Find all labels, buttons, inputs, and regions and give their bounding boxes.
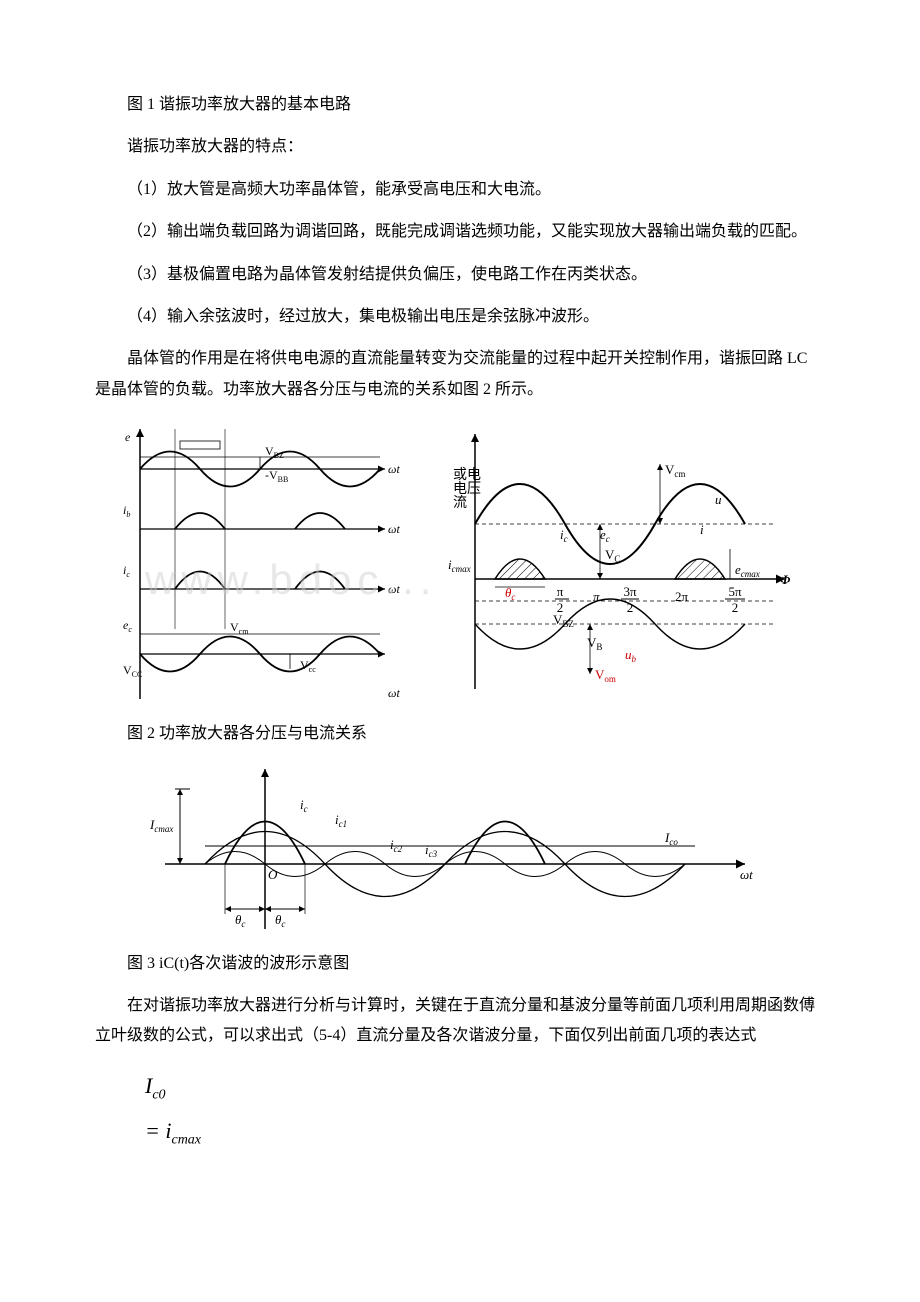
fig3-theta1s: c	[241, 919, 245, 929]
fig2r-ub-sub: b	[632, 654, 637, 664]
figure3-caption: 图 3 iC(t)各次谐波的波形示意图	[95, 949, 825, 979]
fig2r-5pi2: 5π	[728, 584, 742, 599]
svg-text:ib: ib	[123, 503, 130, 519]
svg-text:Vcm: Vcm	[665, 462, 685, 479]
figure2-caption: 图 2 功率放大器各分压与电流关系	[95, 719, 825, 749]
fig3-ic1-sub: c1	[339, 819, 348, 829]
fig2-ib-sub: b	[126, 510, 130, 519]
svg-text:ic: ic	[300, 797, 308, 814]
fig3-ico-sub: co	[669, 837, 678, 847]
watermark: www.bdoc...	[144, 556, 437, 603]
svg-text:θc: θc	[505, 585, 515, 602]
svg-text:θc: θc	[275, 912, 285, 929]
paragraph-transistor: 晶体管的作用是在将供电电源的直流能量转变为交流能量的过程中起开关控制作用，谐振回…	[95, 344, 825, 405]
paragraph-point3: （3）基极偏置电路为晶体管发射结提供负偏压，使电路工作在丙类状态。	[95, 260, 825, 290]
paragraph-point2: （2）输出端负载回路为调谐回路，既能完成调谐选频功能，又能实现放大器输出端负载的…	[95, 217, 825, 247]
fig2r-phi: Φ	[780, 572, 791, 587]
svg-text:VBZ: VBZ	[553, 612, 574, 629]
eq1-sub: c0	[152, 1087, 165, 1102]
svg-text:3π: 3π	[623, 584, 637, 599]
fig2-vcc2: V	[123, 663, 132, 677]
fig2-wt2: ωt	[388, 522, 400, 536]
fig2-wt4: ωt	[388, 686, 400, 700]
fig2r-vcm-sub: cm	[674, 469, 685, 479]
figure3-container: Icmax ic ic1 ic2 ic3 Ico	[135, 764, 825, 939]
svg-text:ec: ec	[123, 618, 132, 634]
equation-2: = icmax	[145, 1109, 825, 1154]
fig3-ic3-sub: c3	[429, 849, 438, 859]
fig2r-ecmax-sub: cmax	[741, 569, 760, 579]
svg-text:Ico: Ico	[664, 830, 678, 847]
svg-text:Vcm: Vcm	[230, 620, 249, 636]
svg-text:π: π	[557, 584, 564, 599]
figure2-container: e VBZ -VBB ωt ib ωt	[95, 419, 825, 709]
fig2r-2pi: 2π	[675, 589, 689, 604]
fig2r-icmax-sub: cmax	[452, 564, 471, 574]
fig2-ec-sub: c	[128, 625, 132, 634]
fig3-icmax-sub: cmax	[154, 824, 173, 834]
fig2-vbb-sub: BB	[278, 475, 289, 484]
fig2r-3pi2d: 2	[627, 600, 634, 615]
paragraph-analysis: 在对谐振功率放大器进行分析与计算时，关键在于直流分量和基波分量等前面几项利用周期…	[95, 991, 825, 1052]
svg-text:Vom: Vom	[595, 667, 616, 684]
svg-text:电压: 电压	[467, 467, 481, 497]
svg-text:VC: VC	[605, 547, 620, 564]
svg-text:5π: 5π	[728, 584, 742, 599]
svg-text:ic: ic	[560, 527, 568, 544]
svg-text:ic2: ic2	[390, 837, 403, 854]
fig2r-5pi2d: 2	[732, 600, 739, 615]
paragraph-intro: 谐振功率放大器的特点：	[95, 132, 825, 162]
fig2r-pi: π	[593, 589, 600, 604]
eq2-eq: =	[145, 1118, 165, 1143]
svg-text:ub: ub	[625, 647, 637, 664]
fig3-origin: O	[268, 867, 278, 882]
figure1-caption: 图 1 谐振功率放大器的基本电路	[95, 90, 825, 120]
fig3-theta2s: c	[281, 919, 285, 929]
fig2r-vb-sub: B	[596, 642, 602, 652]
paragraph-point1: （1）放大管是高频大功率晶体管，能承受高电压和大电流。	[95, 175, 825, 205]
paragraph-point4: （4）输入余弦波时，经过放大，集电极输出电压是余弦脉冲波形。	[95, 302, 825, 332]
fig2-vcc: V	[300, 658, 309, 672]
fig2r-ic2: i	[700, 522, 704, 537]
fig2-vbz-sub: BZ	[274, 451, 284, 460]
eq2-sub: cmax	[171, 1132, 201, 1147]
svg-text:ic: ic	[123, 563, 130, 579]
svg-text:ic1: ic1	[335, 812, 347, 829]
fig2-vcc-sub: cc	[309, 665, 317, 674]
svg-text:e: e	[125, 430, 131, 444]
svg-text:或电流: 或电流	[453, 467, 467, 511]
svg-text:Icmax: Icmax	[149, 817, 173, 834]
fig3-wt: ωt	[740, 867, 753, 882]
svg-text:-VBB: -VBB	[265, 468, 288, 484]
fig2-ic-sub: c	[126, 570, 130, 579]
figure3-svg: Icmax ic ic1 ic2 ic3 Ico	[135, 764, 765, 939]
fig2r-vc-sub: C	[614, 554, 620, 564]
svg-text:icmax: icmax	[448, 557, 471, 574]
fig2-vcm: V	[230, 620, 239, 634]
svg-text:VBZ: VBZ	[265, 444, 284, 460]
svg-text:VB: VB	[587, 635, 602, 652]
fig2r-vom-sub: om	[604, 674, 616, 684]
fig2r-vbz-sub: BZ	[562, 619, 574, 629]
fig2r-u: u	[715, 492, 722, 507]
fig3-ic2-sub: c2	[394, 844, 403, 854]
fig2r-3pi2: 3π	[623, 584, 637, 599]
fig2-left-e: e	[125, 430, 131, 444]
svg-text:θc: θc	[235, 912, 245, 929]
fig2r-pi2: π	[557, 584, 564, 599]
fig2-wt1: ωt	[388, 462, 400, 476]
fig2-vcc2-sub: CC	[132, 670, 143, 679]
fig2r-ec-sub: c	[606, 534, 610, 544]
svg-text:ic3: ic3	[425, 842, 438, 859]
svg-text:ecmax: ecmax	[735, 562, 760, 579]
fig2-vcm-sub: cm	[239, 627, 250, 636]
fig2-vbb: -V	[265, 468, 278, 482]
equation-1: Ic0	[145, 1064, 825, 1109]
figure2-svg: e VBZ -VBB ωt ib ωt	[95, 419, 795, 709]
fig2-vbz: V	[265, 444, 274, 458]
document-page: 图 1 谐振功率放大器的基本电路 谐振功率放大器的特点： （1）放大管是高频大功…	[0, 0, 920, 1214]
fig2r-theta-sub: c	[511, 592, 515, 602]
fig3-ic-sub: c	[304, 804, 308, 814]
fig2r-ic-sub: c	[564, 534, 568, 544]
